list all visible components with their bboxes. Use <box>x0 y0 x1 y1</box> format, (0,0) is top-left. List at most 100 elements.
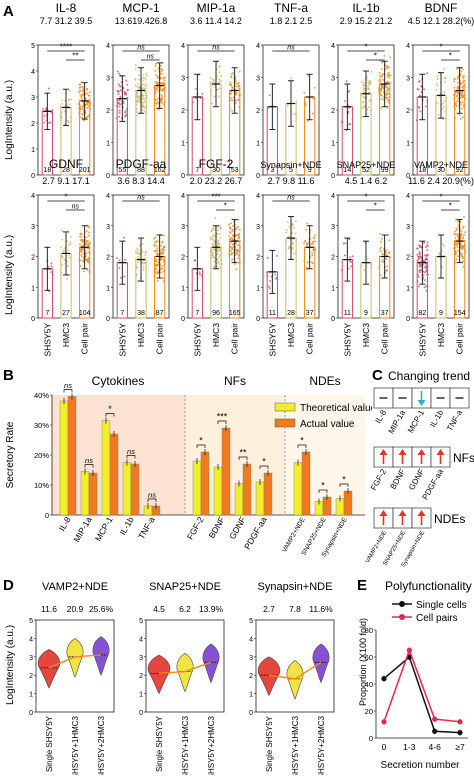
data-point <box>61 255 63 257</box>
data-point <box>435 106 437 108</box>
data-point <box>67 249 69 251</box>
data-point <box>48 266 50 268</box>
data-point <box>83 270 85 272</box>
panel-label-e: E <box>357 577 367 594</box>
data-point <box>155 259 157 261</box>
y-tick-label: 20% <box>34 451 49 460</box>
data-point <box>60 271 62 273</box>
data-point <box>230 228 232 230</box>
data-point <box>163 280 165 282</box>
significance-label: ** <box>239 448 247 458</box>
y-tick-label: 3 <box>181 224 185 231</box>
data-point <box>295 115 297 117</box>
data-point <box>363 87 365 89</box>
data-point <box>80 254 82 256</box>
data-point <box>83 119 85 121</box>
data-point <box>444 111 446 113</box>
y-tick-label: 0 <box>106 173 110 180</box>
data-point <box>153 245 155 247</box>
data-point <box>361 265 363 267</box>
data-point <box>457 239 459 241</box>
significance-label: ns <box>85 456 93 465</box>
data-point <box>52 109 54 111</box>
data-point <box>425 285 427 287</box>
data-point <box>379 93 381 95</box>
data-point <box>276 255 278 257</box>
data-point <box>156 253 158 255</box>
data-point <box>214 84 216 86</box>
significance-label: ns <box>287 195 295 202</box>
data-point <box>89 91 91 93</box>
data-point <box>361 81 363 83</box>
data-point <box>125 80 127 82</box>
data-point <box>220 75 222 77</box>
significance-label: **** <box>60 43 72 52</box>
data-point <box>127 89 129 91</box>
data-point <box>210 91 212 93</box>
data-point <box>231 259 233 261</box>
data-point <box>164 96 166 98</box>
x-tick-label: SHSY5Y <box>192 323 202 357</box>
data-point <box>155 63 157 65</box>
data-point <box>52 274 54 276</box>
data-point <box>461 256 463 258</box>
data-point <box>419 246 421 248</box>
data-point <box>341 120 343 122</box>
data-point <box>453 81 455 83</box>
data-point <box>454 103 456 105</box>
significance-label: * <box>300 436 304 446</box>
data-point <box>444 100 446 102</box>
data-point <box>461 230 463 232</box>
data-point <box>360 92 362 94</box>
data-point <box>313 98 315 100</box>
data-point <box>385 258 387 260</box>
data-point <box>237 219 239 221</box>
data-point <box>380 89 382 91</box>
x-tick-label: Cell pair <box>455 323 465 354</box>
data-point <box>380 98 382 100</box>
data-point <box>143 107 145 109</box>
data-point <box>78 259 80 261</box>
data-point <box>313 241 315 243</box>
y-tick-label: 4 <box>31 69 35 76</box>
y-tick-label: 0 <box>31 173 35 180</box>
data-point <box>463 234 465 236</box>
panel-label-c: C <box>372 367 383 384</box>
data-point <box>139 245 141 247</box>
data-point <box>214 257 216 259</box>
significance-label: * <box>364 43 367 52</box>
data-point <box>236 92 238 94</box>
data-point <box>454 244 456 246</box>
data-point <box>157 90 159 92</box>
data-point <box>417 247 419 249</box>
data-point <box>383 55 385 57</box>
data-point <box>435 89 437 91</box>
data-point <box>221 263 223 265</box>
y-tick-label: 3 <box>31 224 35 231</box>
data-point <box>220 228 222 230</box>
data-point <box>79 116 81 118</box>
data-point <box>435 101 437 103</box>
data-point <box>419 255 421 257</box>
data-point <box>443 245 445 247</box>
data-point <box>142 84 144 86</box>
data-point <box>425 265 427 267</box>
y-tick-label: 40% <box>34 391 49 400</box>
subplot-title: PDGF-aa <box>116 157 167 171</box>
data-point <box>238 94 240 96</box>
data-point <box>380 107 382 109</box>
data-point <box>370 99 372 101</box>
data-point <box>303 92 305 94</box>
data-point <box>388 239 390 241</box>
data-point <box>137 261 139 263</box>
y-tick-label: 3 <box>331 224 335 231</box>
data-point <box>157 261 159 263</box>
bar-actual <box>201 452 209 515</box>
data-point <box>426 249 428 251</box>
data-point <box>463 84 465 86</box>
data-point <box>444 77 446 79</box>
data-point <box>349 256 351 258</box>
data-point <box>456 229 458 231</box>
bar-theoretical <box>256 482 264 515</box>
data-point <box>235 268 237 270</box>
